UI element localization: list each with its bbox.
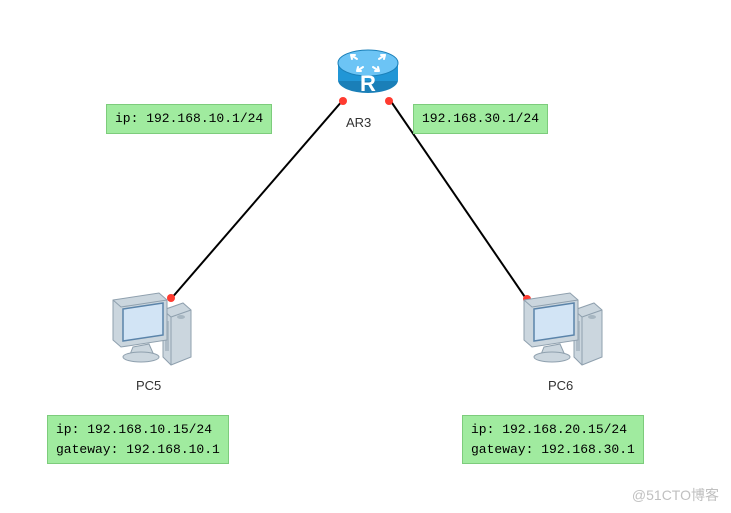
pc-icon <box>516 285 611 380</box>
watermark-text: @51CTO博客 <box>632 485 719 505</box>
router-label: AR3 <box>346 115 371 130</box>
pc-icon <box>105 285 200 380</box>
ip-info-box: ip: 192.168.10.15/24 gateway: 192.168.10… <box>47 415 229 464</box>
ip-info-box: ip: 192.168.10.1/24 <box>106 104 272 134</box>
pc-label: PC5 <box>136 378 161 393</box>
network-diagram: R AR3 PC5 <box>0 0 731 513</box>
ip-info-box: 192.168.30.1/24 <box>413 104 548 134</box>
ip-info-box: ip: 192.168.20.15/24 gateway: 192.168.30… <box>462 415 644 464</box>
router-icon: R <box>333 35 403 110</box>
pc-label: PC6 <box>548 378 573 393</box>
svg-text:R: R <box>360 71 376 96</box>
